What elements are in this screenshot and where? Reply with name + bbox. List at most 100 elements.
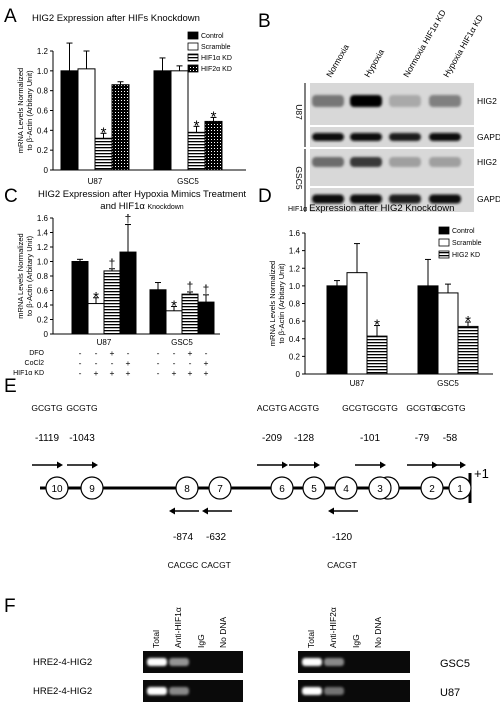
- panel-letter-b: B: [258, 11, 271, 32]
- panel-d-significance-mark: *: [465, 313, 471, 330]
- blot-band: [350, 95, 382, 107]
- panel-letter-f: F: [4, 596, 16, 617]
- chip-lane-label: No DNA: [373, 616, 383, 648]
- hre-position: -632: [206, 532, 226, 543]
- hre-site-number: 9: [89, 484, 95, 495]
- panel-a-significance-mark: *: [211, 108, 217, 125]
- panel-d-y-tick-label: 1.2: [289, 264, 301, 273]
- hre-sequence: GCGTG: [406, 403, 437, 413]
- panel-c-significance-mark: †: [109, 256, 116, 270]
- panel-c-y-tick-label: 0.2: [37, 316, 49, 325]
- blot-group-label: U87: [294, 104, 304, 120]
- panel-d-y-tick-label: 1.4: [289, 247, 301, 256]
- blot-band: [312, 95, 344, 107]
- panel-a-legend-swatch: [187, 53, 199, 62]
- blot-band: [429, 133, 461, 141]
- chip-cell-label: U87: [440, 687, 460, 699]
- panel-c-condition-mark: -: [189, 358, 192, 368]
- panel-c-condition-mark: +: [188, 348, 193, 358]
- forward-arrowhead: [314, 461, 320, 469]
- panel-c-category-label: U87: [97, 338, 112, 347]
- hre-sequence: CACGT: [327, 560, 357, 570]
- panel-d-bar: [346, 272, 368, 375]
- chip-lane-label: IgG: [196, 634, 206, 648]
- blot-lane-label: Hypoxia HIF1α KD: [441, 13, 485, 79]
- blot-lane-label: Normoxia: [324, 42, 351, 79]
- panel-c-bar: [181, 293, 199, 335]
- panel-c-condition-label: CoCl2: [25, 360, 45, 367]
- forward-arrowhead: [282, 461, 288, 469]
- hre-sequence: GCGTG: [434, 403, 465, 413]
- panel-c-condition-mark: -: [157, 358, 160, 368]
- panel-d-legend-swatch: [438, 250, 450, 259]
- hre-site-1: [448, 476, 472, 500]
- panel-c-condition-mark: +: [126, 358, 131, 368]
- panel-c-bar: [149, 289, 167, 335]
- panel-f-chip-gels: Total Anti-HIF1α IgG No DNA Total Anti-HIF2α I…: [33, 607, 470, 702]
- panel-c-chart: HIG2 Expression after Hypoxia Mimics Tre…: [13, 189, 246, 378]
- blot-band: [350, 194, 382, 204]
- hre-position: -101: [360, 433, 380, 444]
- chip-lane-label: IgG: [351, 634, 361, 648]
- panel-c-bar: [71, 261, 89, 335]
- forward-arrowhead: [460, 461, 466, 469]
- panel-b-western-blot: Normoxia Hypoxia Normoxia HIF1α KDHypoxia …: [294, 8, 500, 212]
- panel-c-title-line2: and HIF1α Knockdown: [100, 201, 184, 212]
- panel-a-bar: [94, 137, 113, 171]
- hre-position: -120: [332, 532, 352, 543]
- panel-c-bar: [197, 301, 215, 335]
- panel-a-y-axis-label: mRNA Levels Normalizedto β-Actin (Arbita…: [16, 68, 34, 153]
- panel-c-y-axis-label: mRNA Levels Normalizedto β-Actin (Arbita…: [16, 233, 34, 318]
- panel-c-condition-mark: -: [95, 348, 98, 358]
- panel-c-condition-mark: +: [110, 368, 115, 378]
- panel-c-condition-mark: -: [157, 368, 160, 378]
- hre-site-2: [420, 476, 444, 500]
- panel-c-condition-mark: +: [172, 368, 177, 378]
- panel-c-condition-mark: -: [95, 358, 98, 368]
- chip-gel-left: [143, 680, 243, 702]
- panel-a-y-tick-label: 0: [44, 166, 49, 175]
- hre-site-number: 10: [51, 484, 63, 495]
- panel-d-legend-label: HIG2 KD: [452, 252, 480, 259]
- panel-d-y-tick-label: 0.6: [289, 317, 301, 326]
- panel-c-significance-mark: *: [171, 297, 177, 314]
- blot-band-label: HIG2: [477, 96, 497, 106]
- panel-c-condition-mark: -: [205, 348, 208, 358]
- panel-a-title: HIG2 Expression after HIFs Knockdown: [32, 13, 200, 24]
- panel-a-legend-swatch: [187, 42, 199, 51]
- panel-c-y-tick-label: 1.4: [37, 229, 49, 238]
- chip-lane-label: Anti-HIF2α: [328, 607, 338, 648]
- chip-band: [147, 658, 167, 666]
- panel-a-bar: [170, 70, 189, 171]
- panel-a-bar: [153, 70, 172, 171]
- chip-band: [169, 658, 189, 666]
- panel-d-y-tick-label: 0.8: [289, 300, 301, 309]
- tss-label: +1: [474, 466, 489, 481]
- hre-sequence: ACGTG: [257, 403, 287, 413]
- panel-c-condition-mark: -: [111, 358, 114, 368]
- panel-c-bar: [119, 251, 137, 335]
- panel-a-legend-label: Scramble: [201, 44, 231, 51]
- hre-site-4: [334, 476, 358, 500]
- panel-d-y-tick-label: 1.6: [289, 229, 301, 238]
- panel-a-legend-swatch: [187, 64, 199, 73]
- panel-c-condition-mark: +: [204, 368, 209, 378]
- panel-c-significance-mark: †: [187, 279, 194, 293]
- hre-site-number: 2: [429, 484, 435, 495]
- panel-d-bar: [417, 285, 439, 375]
- hre-site-5: [302, 476, 326, 500]
- panel-c-condition-label: DFO: [29, 350, 44, 357]
- reverse-arrowhead: [169, 507, 175, 515]
- panel-c-y-tick-label: 0.6: [37, 287, 49, 296]
- hre-position: -874: [173, 532, 193, 543]
- hre-site-6: [270, 476, 294, 500]
- panel-d-bar: [326, 285, 348, 375]
- panel-d-category-label: GSC5: [437, 379, 459, 388]
- panel-d-legend-swatch: [438, 238, 450, 247]
- panel-a-significance-mark: *: [194, 117, 200, 134]
- panel-d-legend-label: Scramble: [452, 240, 482, 247]
- chip-gel-right: [298, 680, 410, 702]
- panel-c-condition-mark: -: [79, 358, 82, 368]
- chip-lane-label: Anti-HIF1α: [173, 607, 183, 648]
